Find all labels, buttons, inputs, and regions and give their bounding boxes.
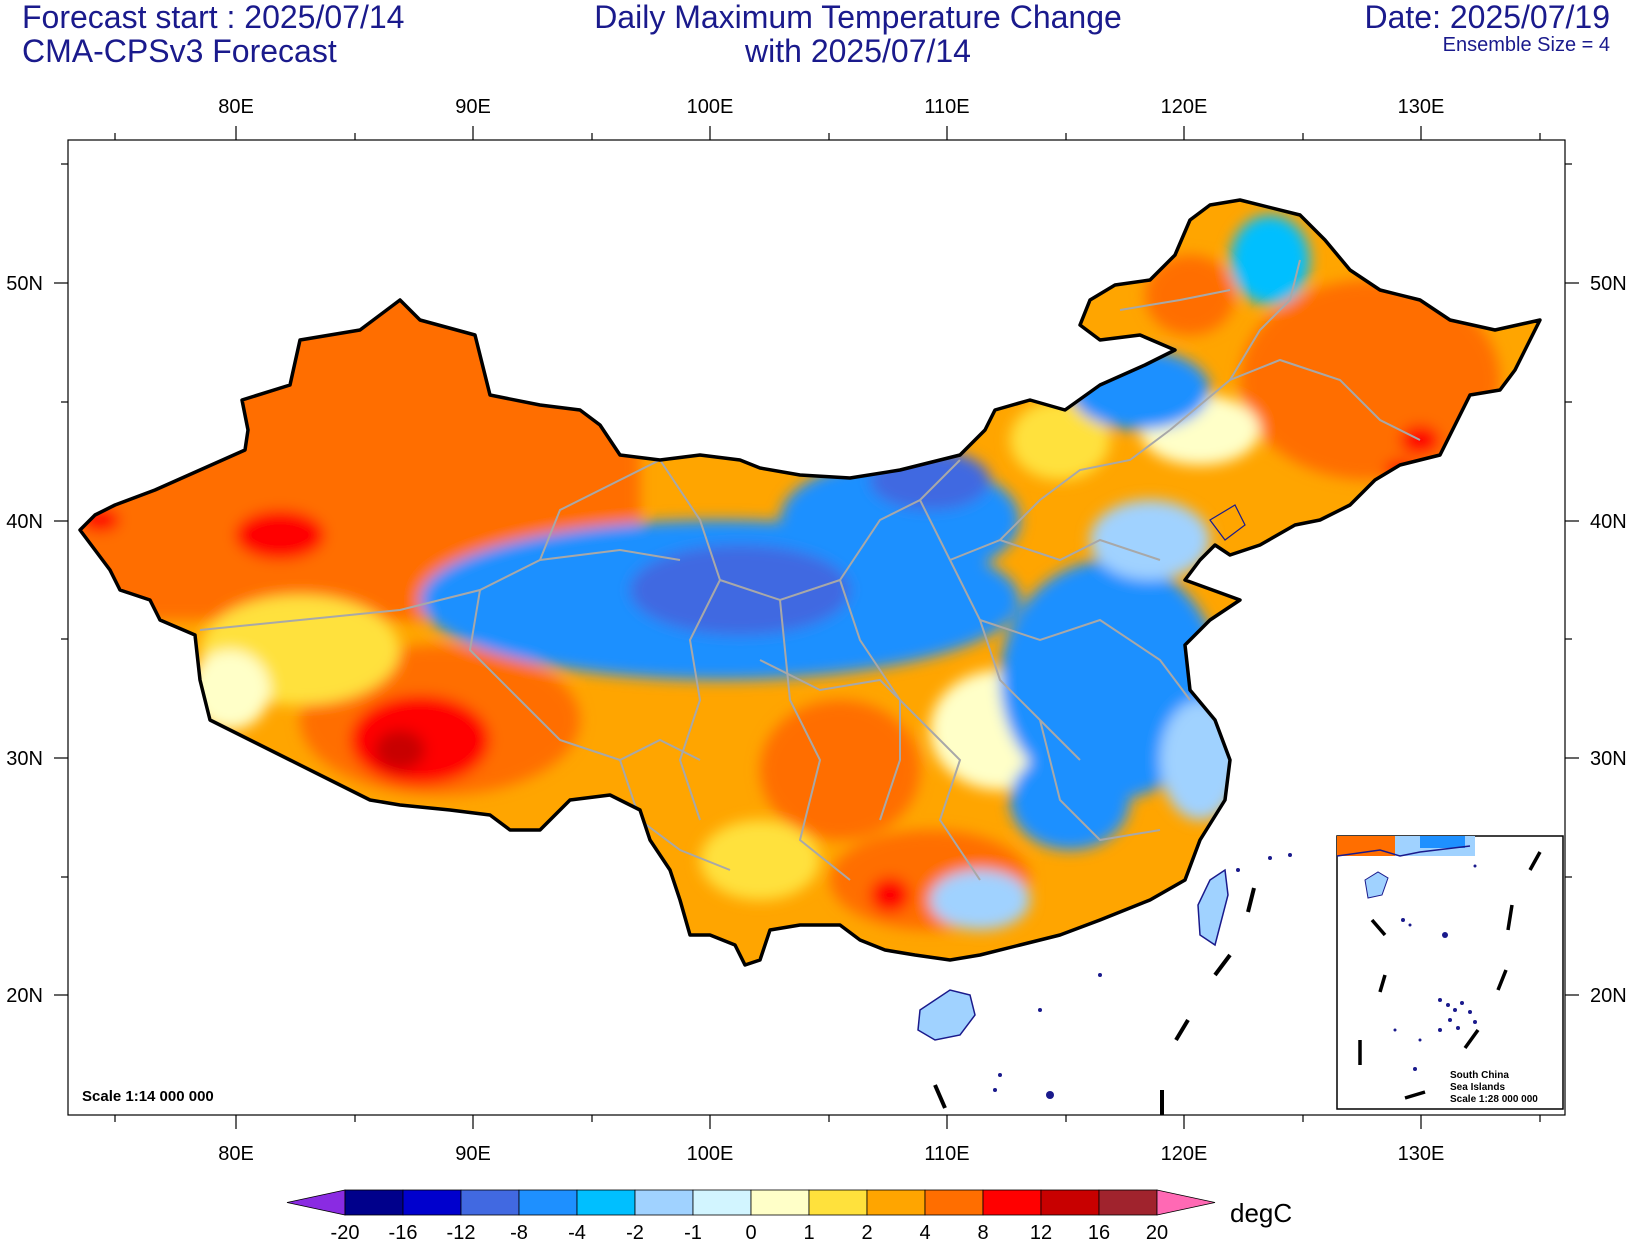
colorbar-tick-label: -12: [447, 1222, 476, 1241]
colorbar: -20 -16 -12 -8 -4 -2 -1 0 1 2 4 8 12 16 20: [286, 1189, 1216, 1241]
map-subtitle: with 2025/07/14: [745, 33, 971, 69]
colorbar-tick-label: -8: [510, 1222, 528, 1241]
taiwan-island: [1197, 868, 1229, 947]
colorbar-tick-label: 1: [803, 1222, 814, 1241]
colorbar-swatch: [518, 1189, 578, 1216]
lon-label-bottom-110: 110E: [924, 1143, 969, 1165]
inset-label-line1: South China: [1450, 1070, 1509, 1081]
lat-label-left-20: 20N: [6, 985, 43, 1007]
ensemble-size-label: Ensemble Size = 4: [1442, 34, 1610, 56]
lon-label-top-120: 120E: [1161, 96, 1208, 118]
lon-label-bottom-120: 120E: [1161, 1143, 1208, 1165]
colorbar-tick-label: -20: [331, 1222, 360, 1241]
colorbar-swatch: [692, 1189, 752, 1216]
colorbar-swatch: [982, 1189, 1042, 1216]
lon-label-bottom-130: 130E: [1398, 1143, 1445, 1165]
colorbar-tick-label: -2: [626, 1222, 644, 1241]
lat-label-right-30: 30N: [1590, 748, 1627, 770]
lon-label-bottom-90: 90E: [455, 1143, 491, 1165]
lon-label-top-110: 110E: [924, 96, 969, 118]
lat-label-left-30: 30N: [6, 748, 43, 770]
inset-label-line3: Scale 1:28 000 000: [1450, 1094, 1538, 1105]
lat-label-right-20: 20N: [1590, 985, 1627, 1007]
scale-note: Scale 1:14 000 000: [82, 1088, 214, 1105]
colorbar-tick-label: -1: [684, 1222, 702, 1241]
colorbar-unit: degC: [1230, 1198, 1292, 1228]
hainan-island: [917, 989, 976, 1041]
colorbar-tick-label: 16: [1088, 1222, 1110, 1241]
province-boundaries: [199, 259, 1421, 881]
lon-ticks: [114, 126, 1541, 1129]
colorbar-swatch: [344, 1189, 404, 1216]
colorbar-tick-label: 4: [919, 1222, 930, 1241]
colorbar-swatch: [1040, 1189, 1100, 1216]
colorbar-swatch: [1098, 1189, 1158, 1216]
south-china-sea-inset: South China Sea Islands Scale 1:28 000 0…: [1336, 835, 1564, 1110]
colorbar-tick-label: 2: [861, 1222, 872, 1241]
lon-label-top-80: 80E: [218, 96, 254, 118]
valid-date-label: Date: 2025/07/19: [1364, 0, 1610, 35]
forecast-start-label: Forecast start : 2025/07/14: [22, 0, 405, 35]
colorbar-tick-label: -16: [389, 1222, 418, 1241]
colorbar-swatch: [750, 1189, 810, 1216]
lat-label-left-40: 40N: [6, 511, 43, 533]
colorbar-swatch: [924, 1189, 984, 1216]
model-label: CMA-CPSv3 Forecast: [22, 33, 337, 69]
colorbar-swatch: [576, 1189, 636, 1216]
lat-ticks: [54, 163, 1579, 996]
colorbar-swatch: [866, 1189, 926, 1216]
lon-label-bottom-100: 100E: [687, 1143, 734, 1165]
colorbar-tick-label: -4: [568, 1222, 586, 1241]
lon-label-top-130: 130E: [1398, 96, 1445, 118]
colorbar-swatch: [808, 1189, 868, 1216]
colorbar-tick-label: 12: [1030, 1222, 1052, 1241]
lat-label-left-50: 50N: [6, 273, 43, 295]
inset-label-line2: Sea Islands: [1450, 1082, 1505, 1093]
colorbar-tick-label: 0: [745, 1222, 756, 1241]
map-title: Daily Maximum Temperature Change: [594, 0, 1122, 35]
lon-label-top-90: 90E: [455, 96, 491, 118]
colorbar-tick-label: 8: [977, 1222, 988, 1241]
colorbar-arrow-high: [1156, 1189, 1216, 1216]
lat-label-right-50: 50N: [1590, 273, 1627, 295]
colorbar-tick-label: 20: [1146, 1222, 1168, 1241]
china-border: [78, 198, 1542, 967]
colorbar-arrow-low: [286, 1189, 346, 1216]
colorbar-swatch: [402, 1189, 462, 1216]
lon-label-top-100: 100E: [687, 96, 734, 118]
colorbar-swatch: [634, 1189, 694, 1216]
coast-liaodong: [1209, 504, 1246, 541]
colorbar-swatch: [460, 1189, 520, 1216]
small-islands: [993, 853, 1292, 1099]
lat-label-right-40: 40N: [1590, 511, 1627, 533]
dashed-boundary: [933, 887, 1256, 1115]
lon-label-bottom-80: 80E: [218, 1143, 254, 1165]
